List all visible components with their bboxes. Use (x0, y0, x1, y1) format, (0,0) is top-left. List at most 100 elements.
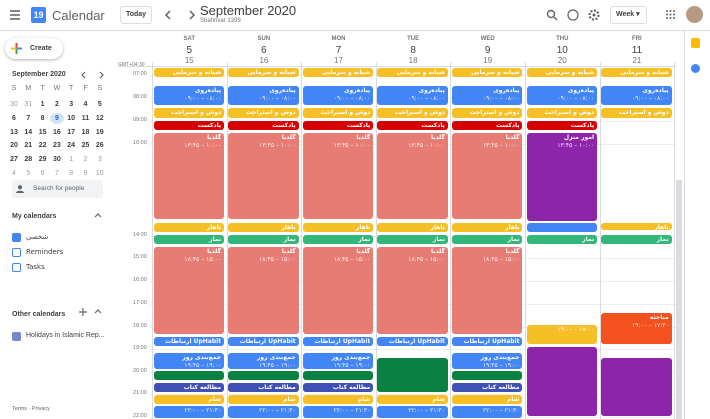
event[interactable]: گلدیا ۱۵:۰۰ – ۱۸:۴۵ (302, 247, 374, 334)
mini-day[interactable]: 4 (83, 101, 88, 108)
privacy-link[interactable]: Privacy (31, 406, 50, 412)
event[interactable]: گلدیا ۱۵:۰۰ – ۱۸:۴۵ (451, 247, 523, 334)
event[interactable]: شام (302, 395, 374, 404)
event[interactable]: دوش و استراحت (377, 108, 448, 118)
mini-day[interactable]: 8 (40, 114, 45, 122)
event[interactable]: ۱۸:۰۰ – ۱۹:۰۰ (526, 325, 598, 344)
mini-day[interactable]: 21 (24, 142, 33, 150)
nav-arrows[interactable] (163, 9, 197, 21)
event[interactable]: مطالعه کتاب (451, 383, 523, 392)
event[interactable]: جمع‌بندی روز ۱۹:۰۰ – ۱۹:۴۵ (302, 353, 374, 369)
section-controls[interactable] (78, 211, 104, 321)
app-logo[interactable]: 19 (31, 7, 46, 23)
event[interactable]: UpHabit ارتباطات (228, 337, 299, 346)
apps-icon[interactable] (665, 9, 676, 20)
tasks-icon[interactable] (691, 64, 700, 73)
mini-day[interactable]: 7 (54, 170, 59, 177)
event[interactable] (451, 371, 523, 380)
event[interactable]: ۲۱:۳۰ – ۲۲:۰۰ (377, 406, 448, 418)
mini-day[interactable]: 24 (67, 142, 76, 150)
event[interactable]: ناهار (228, 223, 299, 232)
event[interactable]: ناهار (601, 223, 672, 230)
event[interactable]: دوش و استراحت (153, 108, 225, 118)
event[interactable]: گلدیا ۱۵:۰۰ – ۱۸:۴۵ (228, 247, 299, 334)
event[interactable]: دوش و استراحت (601, 108, 672, 118)
event[interactable] (526, 223, 598, 232)
create-button[interactable]: Create (5, 38, 63, 59)
mini-day[interactable]: 30 (52, 156, 61, 164)
day-date[interactable]: 10 (556, 45, 568, 56)
event[interactable]: مطالعه کتاب (228, 383, 299, 392)
event[interactable]: نماز (228, 235, 299, 244)
event[interactable]: جمع‌بندی روز ۱۹:۰۰ – ۱۹:۴۵ (228, 353, 299, 369)
mini-day[interactable]: 23 (52, 142, 61, 150)
event[interactable] (601, 358, 672, 416)
event[interactable]: شبانه و سرمایی (302, 68, 374, 77)
mini-day[interactable]: 10 (67, 114, 76, 122)
mini-day[interactable]: 4 (12, 170, 16, 177)
toolbar-icons[interactable] (546, 9, 608, 22)
event[interactable]: نماز (377, 235, 448, 244)
event[interactable]: نماز (601, 235, 672, 244)
event[interactable]: شبانه و سرمایی (526, 68, 598, 77)
event[interactable]: پیاده‌روی ۰۸:۰۰ – ۰۹:۰۰ (526, 86, 598, 105)
mini-day[interactable]: 5 (26, 170, 31, 177)
mini-day[interactable]: 2 (54, 101, 59, 108)
calendar-checkbox[interactable] (12, 263, 21, 272)
search-people[interactable]: Search for people (12, 180, 103, 198)
mini-day[interactable]: 18 (81, 128, 90, 136)
event[interactable]: گلدیا ۱۰:۰۰ – ۱۳:۴۵ (153, 133, 225, 219)
mini-day[interactable]: 3 (97, 156, 102, 164)
day-date[interactable]: 5 (186, 45, 193, 56)
event[interactable]: دوش و استراحت (302, 108, 374, 118)
event[interactable]: شام (228, 395, 299, 404)
mini-day[interactable]: 25 (81, 142, 90, 150)
mini-day[interactable]: 1 (69, 156, 74, 164)
event[interactable]: ۲۱:۳۰ – ۲۲:۰۰ (451, 406, 523, 418)
event[interactable] (377, 358, 448, 392)
mini-day[interactable]: 9 (83, 170, 88, 177)
terms-link[interactable]: Terms (12, 406, 27, 412)
event[interactable]: مطالعه کتاب (153, 383, 225, 392)
event[interactable] (228, 371, 299, 380)
event[interactable]: ناهار (302, 223, 374, 232)
mini-day[interactable]: 29 (38, 156, 47, 164)
event[interactable]: گلدیا ۱۰:۰۰ – ۱۳:۴۵ (302, 133, 374, 219)
mini-day[interactable]: 6 (40, 170, 45, 177)
event[interactable]: مباحثه ۱۷:۳۰ – ۱۹:۰۰ (601, 313, 672, 344)
event[interactable]: شبانه و سرمایی (451, 68, 523, 77)
event[interactable]: پادکست (228, 121, 299, 130)
mini-day[interactable]: 2 (83, 156, 88, 164)
event[interactable]: گلدیا ۱۰:۰۰ – ۱۳:۴۵ (451, 133, 523, 219)
event[interactable]: گلدیا ۱۵:۰۰ – ۱۸:۴۵ (377, 247, 448, 334)
event[interactable]: UpHabit ارتباطات (302, 337, 374, 346)
mini-day[interactable]: 20 (10, 142, 18, 150)
event[interactable]: دوش و استراحت (526, 108, 598, 118)
mini-day[interactable]: 27 (10, 156, 18, 164)
event[interactable]: پادکست (526, 121, 598, 130)
mini-day[interactable]: 6 (12, 114, 16, 122)
event[interactable] (153, 371, 225, 380)
day-date[interactable]: 11 (631, 45, 643, 56)
event[interactable]: پیاده‌روی ۰۸:۰۰ – ۰۹:۰۰ (377, 86, 448, 105)
mini-day[interactable]: 22 (38, 142, 47, 150)
event[interactable]: گلدیا ۱۰:۰۰ – ۱۳:۴۵ (377, 133, 448, 219)
mini-day[interactable]: 1 (40, 101, 45, 108)
event[interactable]: گلدیا ۱۵:۰۰ – ۱۸:۴۵ (153, 247, 225, 334)
event[interactable]: UpHabit ارتباطات (377, 337, 448, 346)
event[interactable]: نماز (451, 235, 523, 244)
event[interactable]: دوش و استراحت (228, 108, 299, 118)
event[interactable]: شام (377, 395, 448, 404)
event[interactable]: پیاده‌روی ۰۸:۰۰ – ۰۹:۰۰ (302, 86, 374, 105)
event[interactable]: پیاده‌روی ۰۸:۰۰ – ۰۹:۰۰ (153, 86, 225, 105)
day-date[interactable]: 6 (261, 45, 267, 56)
event[interactable]: امور منزل ۱۰:۰۰ – ۱۳:۴۵ (526, 133, 598, 221)
avatar[interactable] (686, 6, 703, 23)
event[interactable]: نماز (153, 235, 225, 244)
mini-day[interactable]: 9 (49, 112, 64, 124)
event[interactable]: نماز (526, 235, 598, 244)
event[interactable]: پادکست (302, 121, 374, 130)
mini-day[interactable]: 11 (81, 114, 90, 122)
event[interactable]: شبانه و سرمایی (377, 68, 448, 77)
mini-day[interactable]: 8 (69, 170, 74, 177)
